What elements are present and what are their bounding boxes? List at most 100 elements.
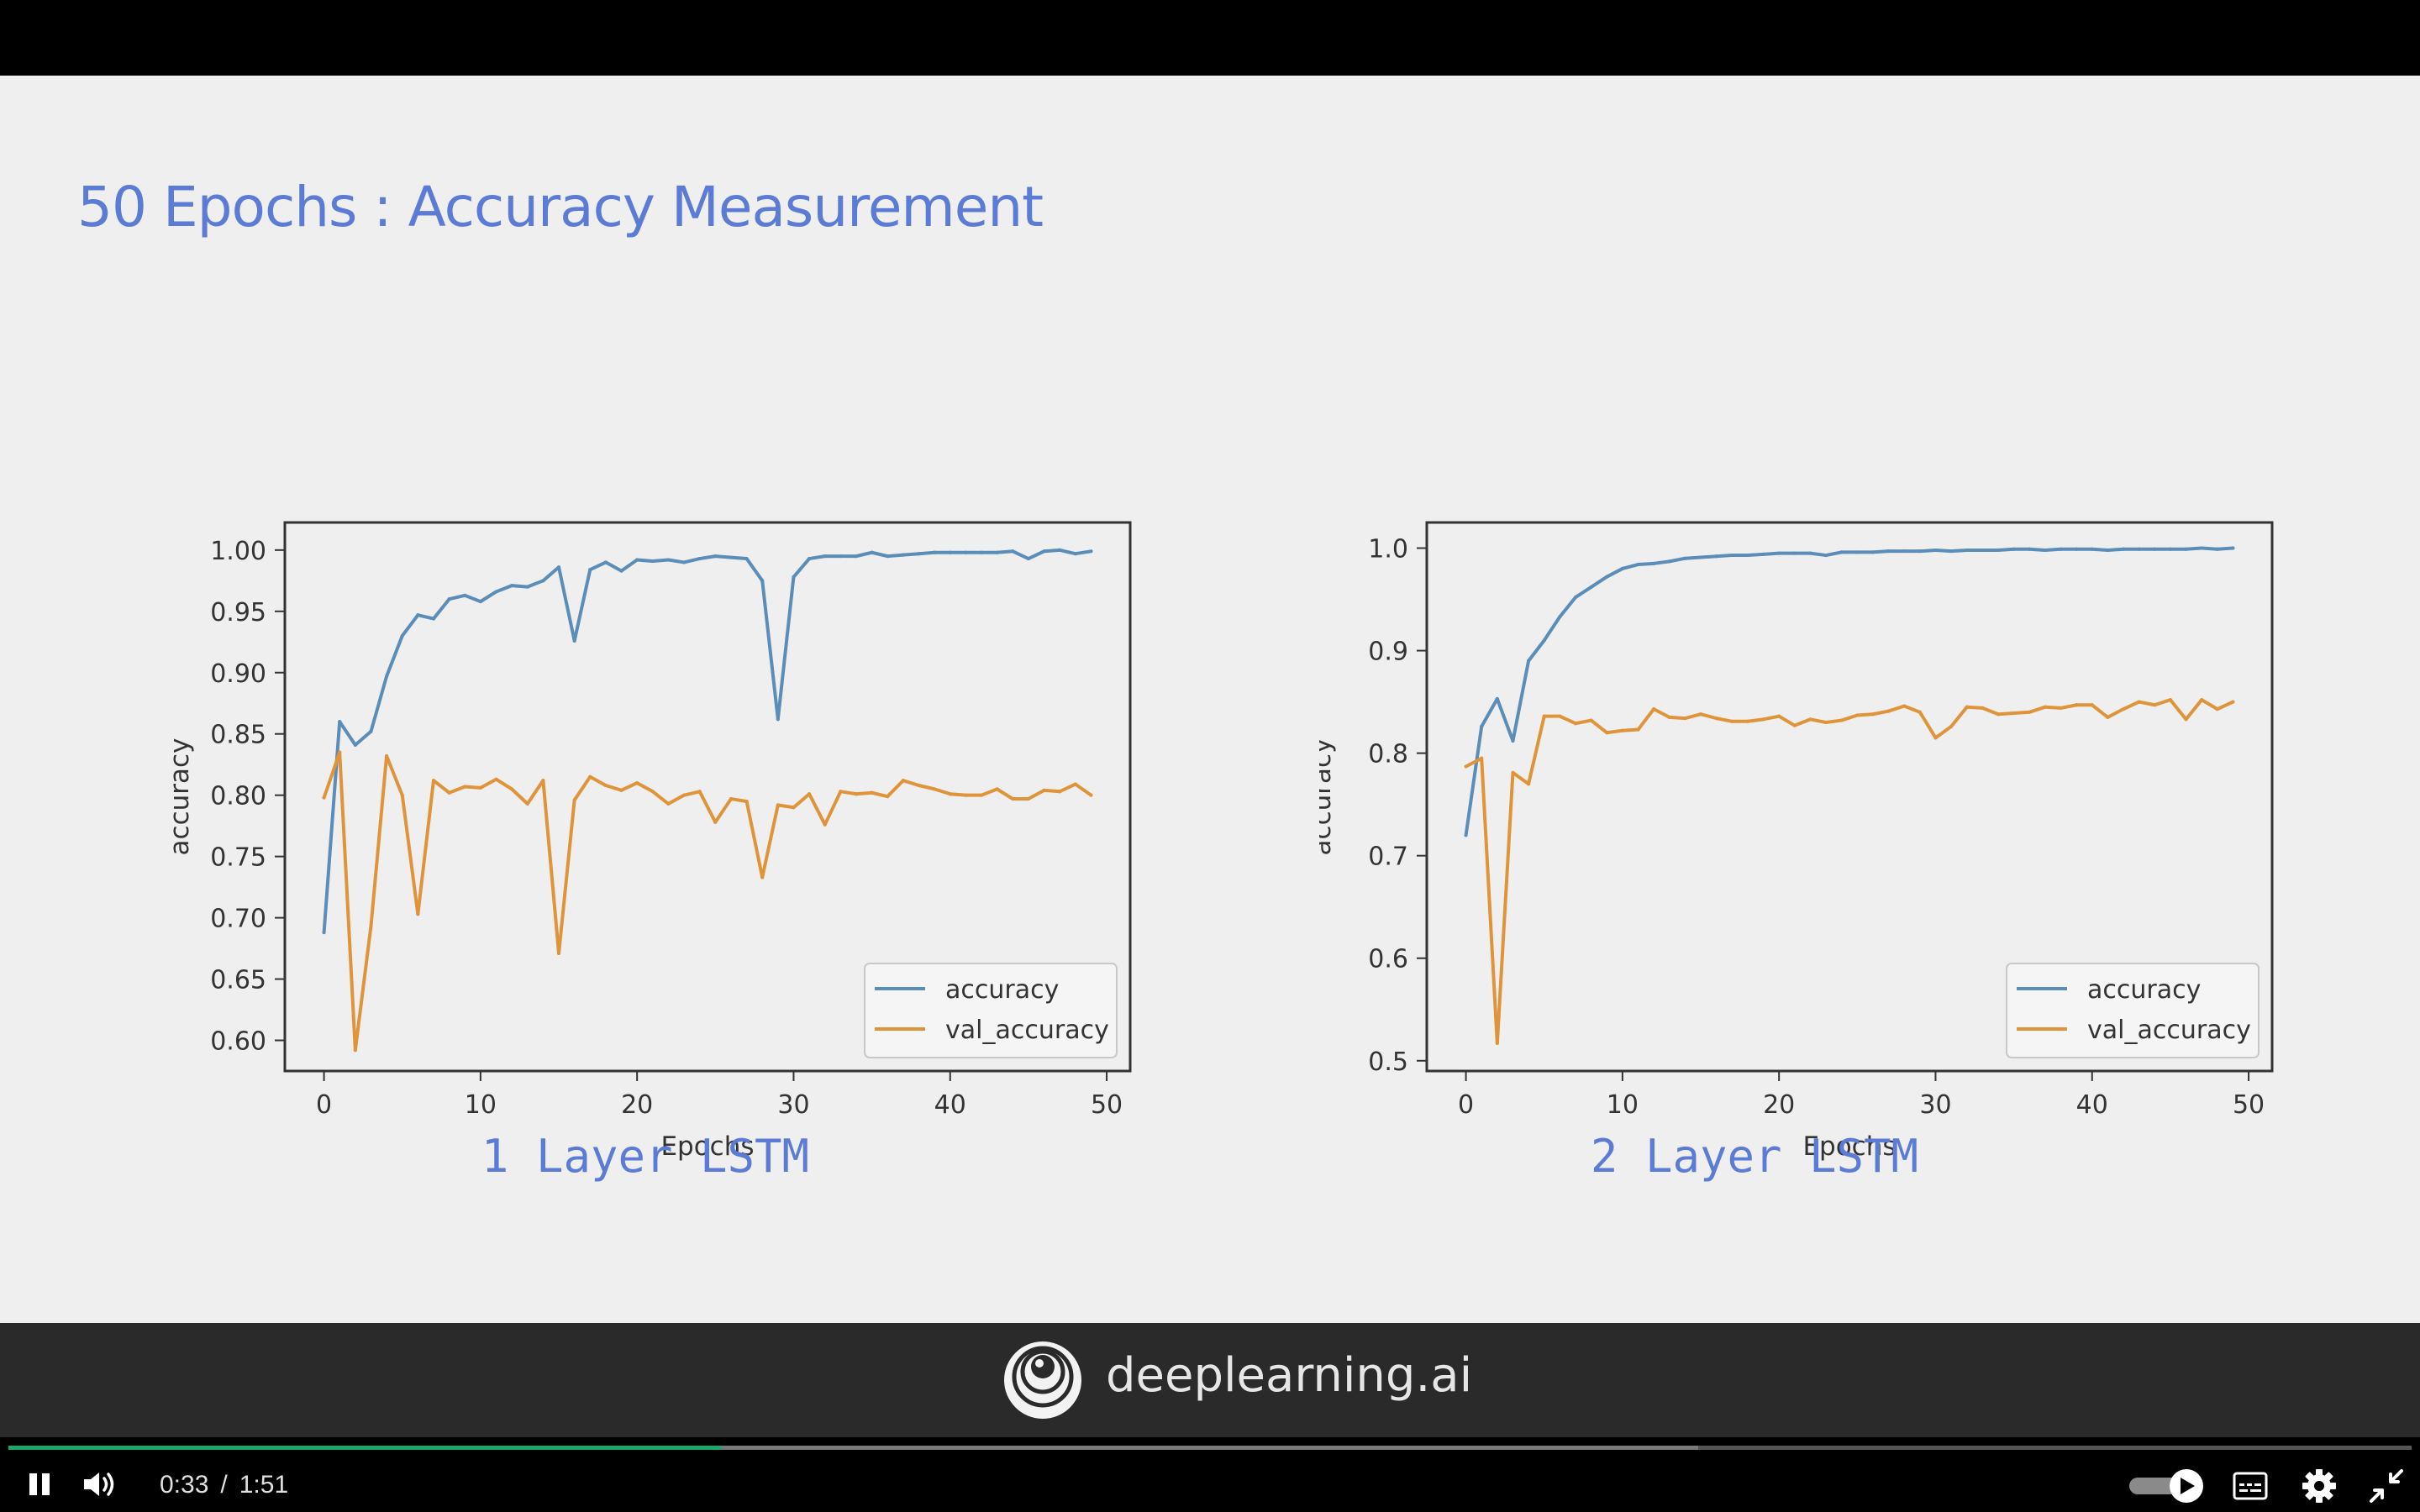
accuracy-point (369, 729, 373, 733)
accuracy-point (854, 554, 858, 559)
volume-icon[interactable] (82, 1470, 119, 1499)
x-tick-label: 10 (465, 1090, 497, 1120)
accuracy-point (494, 590, 498, 594)
val_accuracy-segment (1855, 712, 1875, 717)
accuracy-point (541, 579, 545, 583)
val_accuracy-point (1839, 718, 1844, 722)
progress-bar[interactable] (8, 1446, 2412, 1450)
val_accuracy-segment (525, 779, 545, 806)
x-tick-label: 20 (621, 1090, 653, 1120)
accuracy-point (385, 675, 389, 679)
accuracy-segment (510, 584, 529, 589)
val_accuracy-point (2028, 710, 2032, 714)
accuracy-segment (1464, 724, 1484, 837)
accuracy-point (525, 585, 529, 589)
accuracy-segment (463, 593, 482, 604)
val_accuracy-point (572, 798, 576, 802)
val_accuracy-point (1636, 727, 1640, 732)
accuracy-point (1542, 638, 1546, 643)
accuracy-segment (525, 579, 545, 589)
val_accuracy-segment (447, 785, 467, 795)
caption-1-layer-lstm: 1 Layer LSTM (481, 1130, 810, 1183)
val_accuracy-point (603, 784, 608, 788)
accuracy-segment (369, 675, 389, 733)
val_accuracy-point (1620, 728, 1624, 732)
accuracy-point (588, 568, 592, 572)
accuracy-segment (713, 554, 733, 559)
x-tick-label: 40 (934, 1090, 966, 1120)
accuracy-segment (338, 720, 357, 747)
accuracy-point (400, 633, 404, 638)
val_accuracy-point (870, 790, 874, 795)
accuracy-point (2168, 547, 2172, 551)
val_accuracy-point (1026, 797, 1030, 801)
val_accuracy-segment (1839, 713, 1860, 722)
legend-label-accuracy: accuracy (945, 975, 1059, 1005)
val_accuracy-segment (792, 792, 812, 810)
accuracy-point (964, 550, 968, 554)
accuracy-segment (588, 560, 608, 572)
accuracy-segment (1683, 555, 1703, 560)
accuracy-point (1886, 549, 1891, 554)
accuracy-point (2137, 547, 2141, 551)
accuracy-segment (1589, 575, 1609, 589)
accuracy-point (447, 597, 451, 601)
accuracy-segment (1042, 548, 1062, 554)
val_accuracy-segment (322, 750, 342, 800)
accuracy-segment (400, 613, 420, 638)
val_accuracy-point (1573, 722, 1577, 726)
accuracy-segment (1605, 566, 1624, 579)
val_accuracy-point (2043, 705, 2047, 709)
val_accuracy-point (839, 790, 843, 794)
val_accuracy-segment (1981, 706, 2000, 717)
val_accuracy-segment (823, 790, 843, 827)
val_accuracy-point (2200, 698, 2204, 702)
accuracy-segment (697, 554, 718, 561)
val_accuracy-point (948, 792, 952, 796)
val_accuracy-point (400, 793, 404, 797)
accuracy-segment (2028, 547, 2047, 552)
val_accuracy-point (1605, 731, 1609, 735)
accuracy-segment (431, 597, 451, 621)
val_accuracy-segment (478, 777, 498, 790)
x-tick-label: 20 (1763, 1090, 1795, 1120)
gear-icon[interactable] (2301, 1467, 2338, 1504)
accuracy-point (1714, 554, 1718, 559)
accuracy-segment (478, 590, 498, 604)
val_accuracy-point (2090, 703, 2094, 707)
accuracy-segment (650, 558, 671, 563)
val_accuracy-point (1981, 706, 1985, 710)
closed-captions-icon[interactable] (2232, 1471, 2269, 1501)
val_accuracy-segment (400, 793, 420, 916)
chart-2-layer-lstm: 0 10 20 30 40 50 0.5 0.6 0.7 0.8 0.9 1.0 Epochs accur… (1319, 521, 2274, 1162)
pause-icon[interactable] (27, 1472, 52, 1497)
val_accuracy-segment (1745, 717, 1765, 723)
x-tick-label: 50 (2233, 1090, 2265, 1120)
accuracy-point (808, 557, 812, 561)
val_accuracy-point (525, 801, 529, 806)
accuracy-segment (682, 557, 702, 564)
accuracy-point (1464, 833, 1468, 837)
accuracy-point (823, 554, 827, 559)
exit-fullscreen-icon[interactable] (2368, 1467, 2405, 1504)
val_accuracy-segment (588, 774, 608, 788)
val_accuracy-point (1464, 764, 1468, 769)
val_accuracy-point (792, 806, 796, 810)
val_accuracy-point (1824, 721, 1828, 725)
val_accuracy-segment (2043, 705, 2063, 710)
val_accuracy-point (1058, 790, 1062, 794)
val_accuracy-point (2122, 707, 2126, 711)
accuracy-point (917, 552, 921, 556)
accuracy-point (713, 554, 718, 559)
val_accuracy-segment (635, 781, 655, 794)
accuracy-segment (1745, 552, 1765, 558)
accuracy-point (1933, 548, 1938, 552)
val_accuracy-segment (948, 792, 968, 797)
accuracy-segment (1824, 550, 1844, 558)
val_accuracy-segment (870, 790, 890, 799)
accuracy-segment (792, 557, 812, 579)
accuracy-point (463, 593, 467, 597)
accuracy-point (1605, 575, 1609, 579)
autoplay-toggle-icon[interactable] (2128, 1467, 2205, 1504)
val_accuracy-segment (385, 753, 404, 797)
